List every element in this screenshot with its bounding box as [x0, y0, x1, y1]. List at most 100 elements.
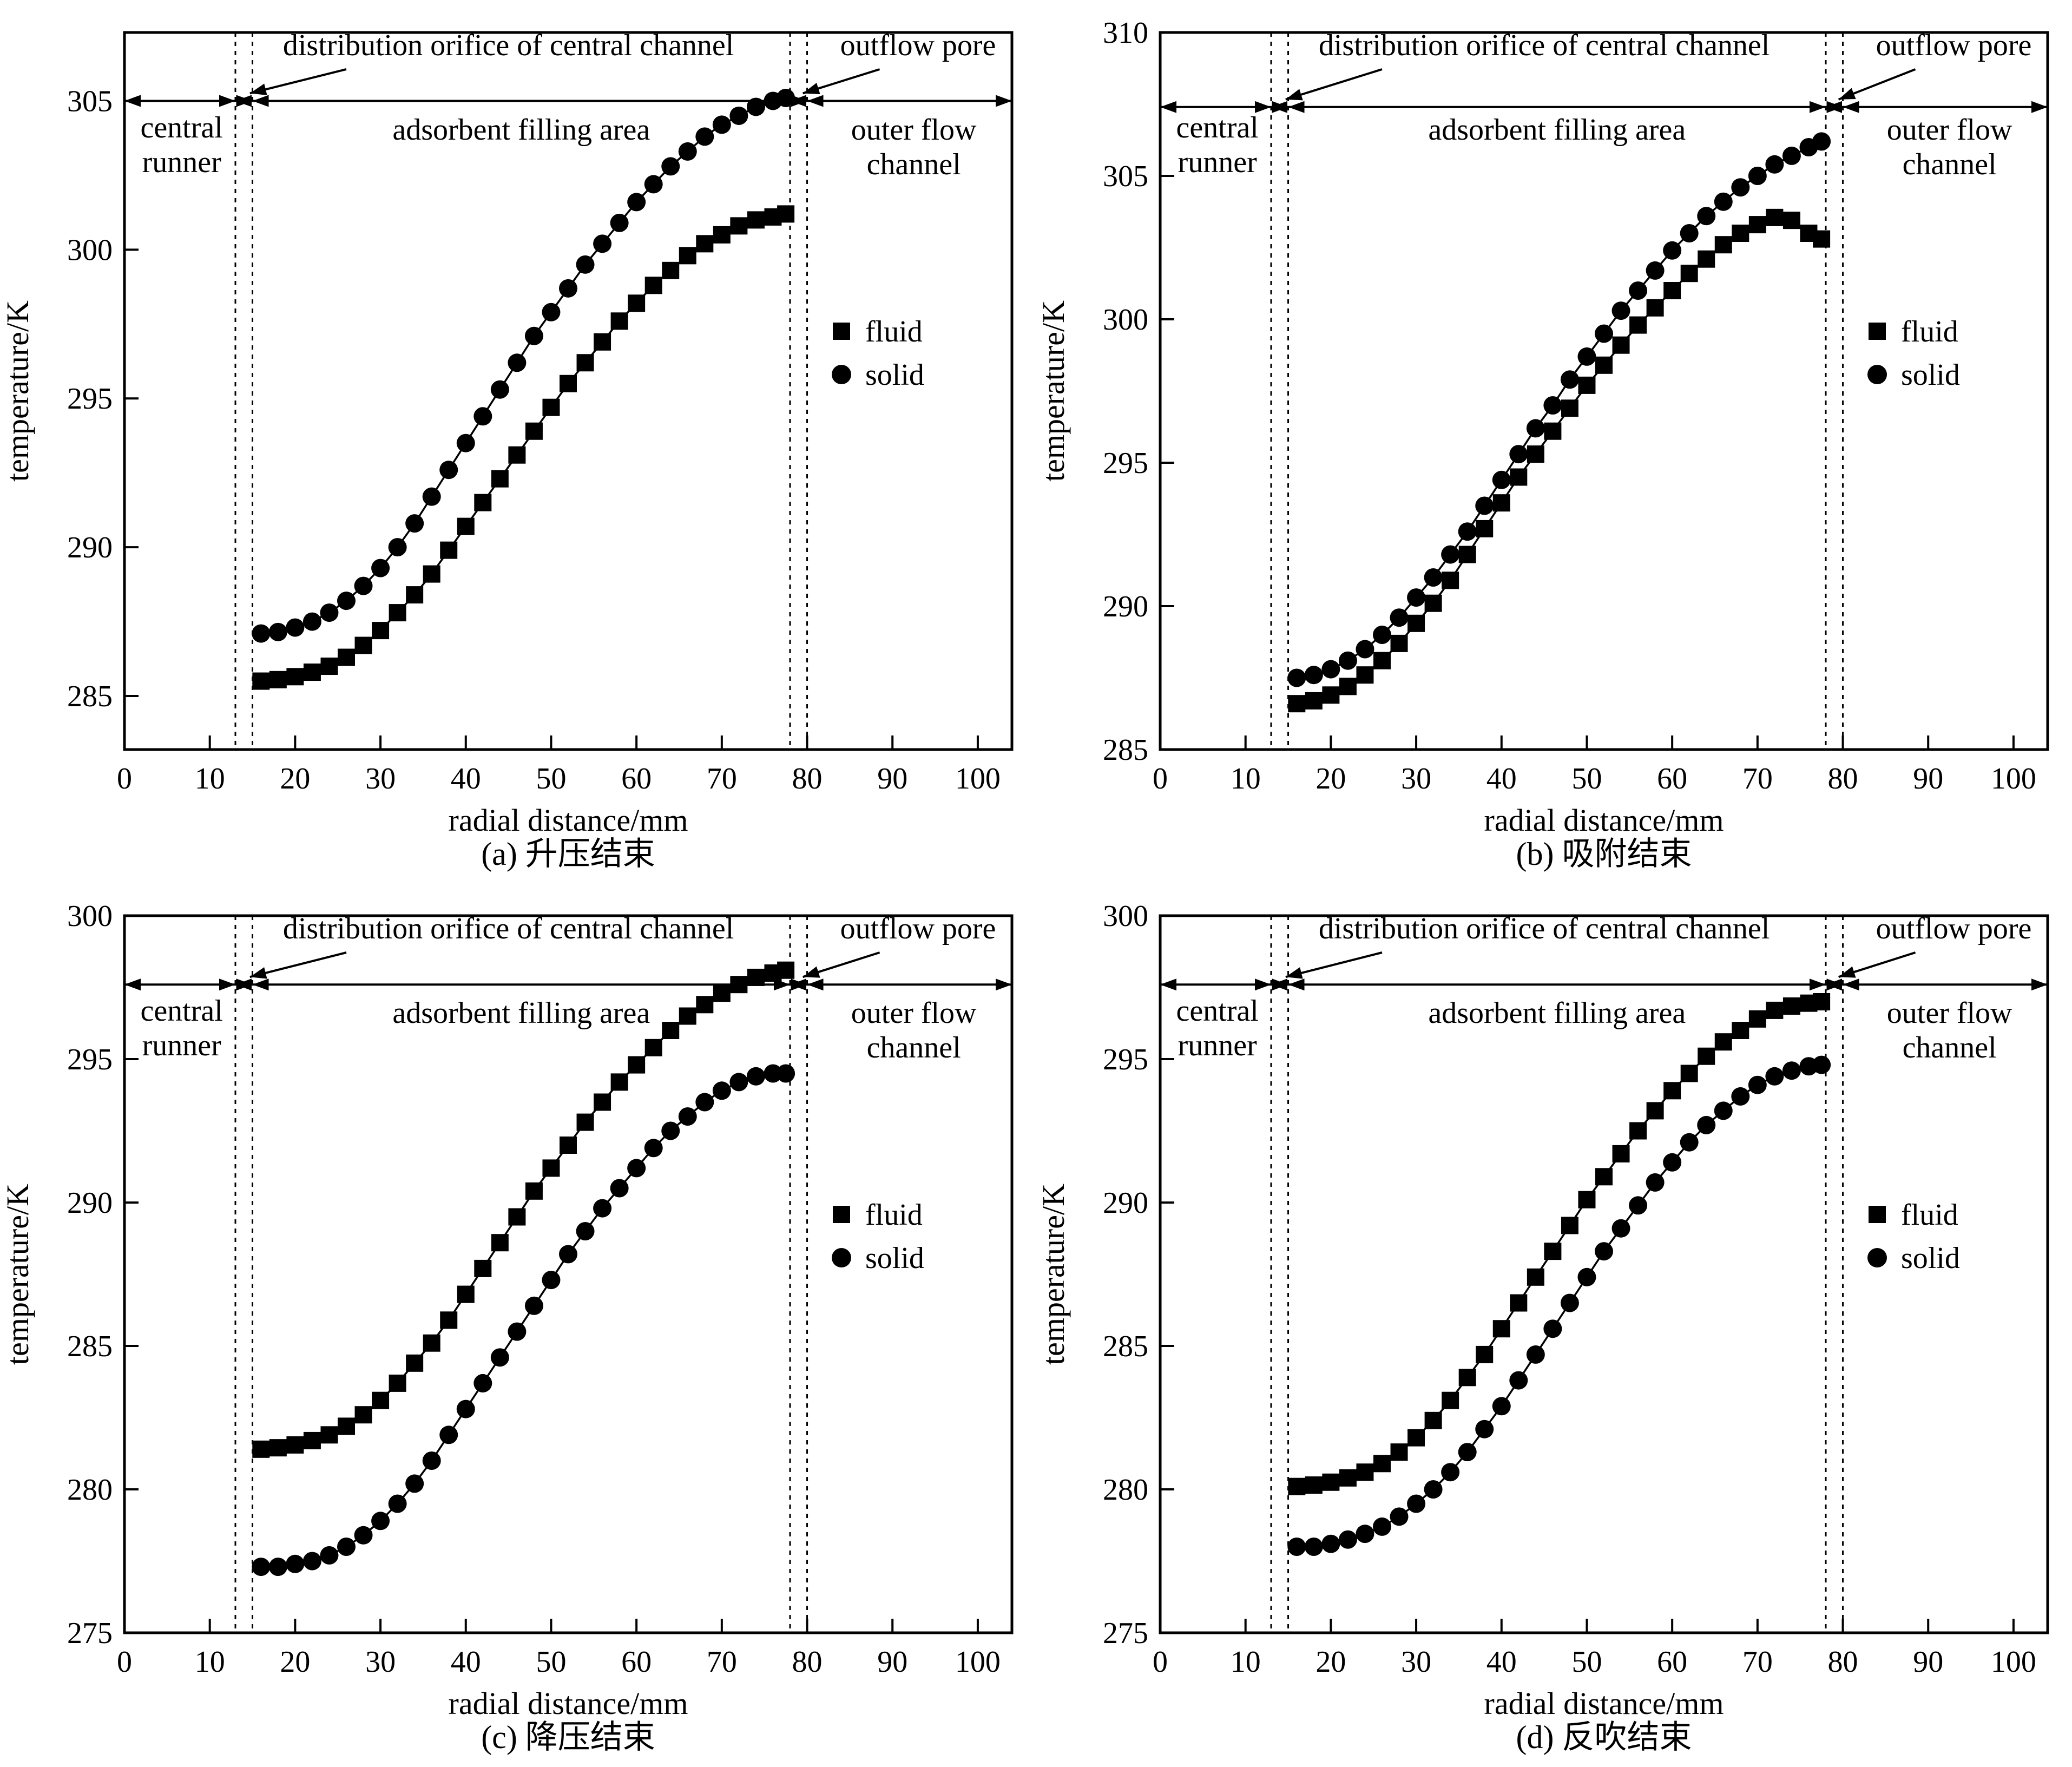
series-fluid — [252, 961, 795, 1458]
data-point-circle — [1543, 396, 1562, 415]
data-point-square — [1373, 1455, 1391, 1473]
data-point-circle — [1714, 1101, 1733, 1120]
data-point-circle — [1595, 324, 1613, 343]
orifice-span-arrow-head-right — [236, 95, 253, 107]
data-point-square — [491, 1234, 509, 1252]
data-point-circle — [1356, 1525, 1374, 1543]
data-point-circle — [627, 1159, 646, 1178]
central-runner-span-arrow-head-left — [1160, 101, 1176, 113]
y-tick-label: 285 — [67, 680, 113, 713]
legend-label-solid: solid — [865, 358, 924, 392]
data-point-square — [1595, 1168, 1613, 1186]
data-point-circle — [1492, 470, 1511, 489]
data-point-square — [696, 996, 714, 1014]
data-point-square — [1424, 594, 1442, 612]
data-point-square — [1339, 1469, 1357, 1487]
adsorbent-span-arrow-head-left — [1288, 978, 1305, 991]
data-point-square — [1356, 1463, 1374, 1481]
data-point-circle — [695, 127, 714, 146]
adsorbent-span-arrow-head-right — [1810, 101, 1826, 113]
y-tick-label: 300 — [1103, 303, 1148, 337]
orifice-pointer-head — [249, 967, 267, 979]
legend-circle-marker — [832, 1248, 851, 1267]
data-point-circle — [644, 1139, 663, 1158]
x-tick-label: 50 — [536, 1645, 566, 1679]
data-point-square — [389, 1374, 406, 1392]
x-tick-label: 60 — [1657, 1645, 1687, 1679]
x-tick-label: 90 — [1913, 1645, 1943, 1679]
data-point-circle — [1475, 1420, 1494, 1438]
data-point-square — [338, 648, 355, 666]
legend-label-fluid: fluid — [865, 315, 923, 349]
orifice-pointer-line — [1285, 68, 1383, 101]
data-point-square — [286, 668, 304, 686]
plot-box — [123, 31, 1014, 751]
y-axis-label: temperature/K — [1036, 300, 1071, 482]
data-point-circle — [320, 603, 339, 622]
data-point-circle — [542, 303, 561, 321]
data-point-square — [372, 622, 390, 640]
data-point-circle — [405, 514, 424, 533]
x-tick-label: 10 — [195, 762, 225, 796]
data-point-circle — [1782, 1061, 1801, 1080]
data-point-circle — [320, 1546, 339, 1565]
panel-caption-b: (b) 吸附结束 — [1516, 836, 1692, 872]
data-point-circle — [388, 1494, 407, 1513]
data-point-square — [644, 1039, 662, 1056]
chart-b: 0 10 20 30 40 50 60 70 80 90 100 285 290 295 300 305 310… — [1036, 16, 2049, 838]
x-tick-label: 100 — [1991, 762, 2036, 796]
data-point-circle — [490, 380, 509, 399]
data-point-square — [1424, 1411, 1442, 1429]
region-labels: distribution orifice of central channel o… — [1176, 29, 2031, 181]
x-tick-label: 40 — [451, 762, 481, 796]
x-tick-label: 20 — [1315, 762, 1346, 796]
adsorbent-span-arrow-head-left — [252, 978, 269, 991]
x-tick-label: 0 — [117, 762, 132, 796]
data-point-square — [1390, 634, 1408, 652]
series-line-solid — [261, 1072, 786, 1568]
data-point-circle — [473, 1374, 492, 1392]
x-tick-label: 100 — [1991, 1645, 2036, 1679]
data-point-square — [1492, 494, 1510, 512]
data-point-circle — [1782, 146, 1801, 165]
data-point-circle — [354, 1526, 373, 1545]
panel-caption-a: (a) 升压结束 — [481, 836, 655, 872]
adsorbent-filling-area-label: adsorbent filling area — [1428, 113, 1686, 147]
data-point-square — [1732, 225, 1749, 242]
data-point-square — [252, 1440, 270, 1458]
data-point-square — [1527, 1268, 1544, 1286]
data-point-circle — [1458, 522, 1477, 541]
data-point-circle — [1526, 1345, 1545, 1364]
data-point-square — [628, 294, 646, 312]
outer-flow-span-arrow-head-right — [996, 95, 1012, 107]
outflow-pore-label: outflow pore — [1876, 912, 2032, 945]
data-point-square — [525, 422, 543, 440]
data-point-square — [1782, 212, 1800, 229]
orifice-pointer-head — [249, 83, 267, 95]
chart-d: 0 10 20 30 40 50 60 70 80 90 100 275 280 285 290 295 300… — [1036, 899, 2049, 1721]
orifice-span-arrow-head-right — [236, 978, 253, 991]
data-point-square — [1732, 1022, 1749, 1039]
data-point-square — [457, 1285, 475, 1303]
central-runner-span-arrow-head-left — [124, 978, 141, 991]
plot-box — [1159, 31, 2049, 751]
distribution-orifice-label: distribution orifice of central channel — [1319, 29, 1770, 62]
data-point-square — [594, 333, 611, 351]
data-point-circle — [252, 1558, 271, 1576]
data-point-square — [1544, 422, 1562, 440]
data-point-square — [320, 658, 338, 675]
data-point-circle — [1390, 1507, 1409, 1526]
data-point-square — [576, 354, 594, 372]
data-point-square — [1646, 1102, 1664, 1120]
x-tick-label: 60 — [621, 762, 652, 796]
series-solid — [1287, 132, 1831, 687]
data-point-square — [1442, 1391, 1459, 1409]
data-point-circle — [422, 487, 441, 506]
legend: fluid solid — [1867, 315, 1960, 392]
data-point-circle — [1611, 1219, 1630, 1238]
x-tick-label: 50 — [1571, 1645, 1602, 1679]
x-tick-label: 30 — [1401, 762, 1431, 796]
data-point-square — [713, 226, 731, 244]
y-tick-label: 280 — [1103, 1473, 1148, 1507]
pointer-arrows — [249, 68, 880, 95]
